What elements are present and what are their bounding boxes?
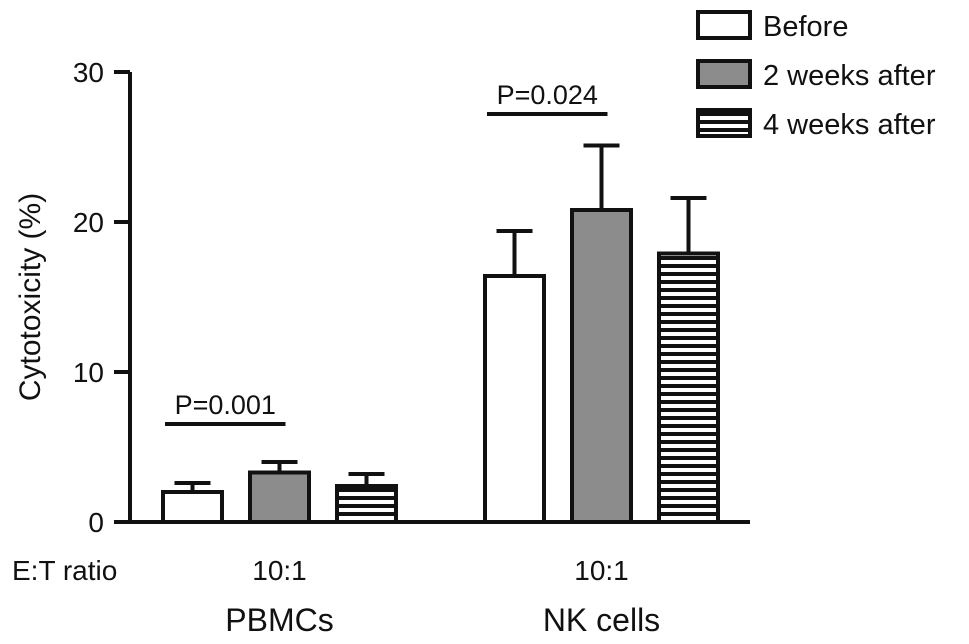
- bar: [483, 274, 546, 524]
- significance-annotations: P=0.001 P=0.024: [165, 80, 608, 426]
- legend-swatch: [696, 10, 752, 40]
- legend-swatch: [696, 108, 752, 138]
- bar: [248, 470, 311, 524]
- legend-swatch: [696, 59, 752, 89]
- legend-label: 4 weeks after: [763, 109, 936, 141]
- p-value-label: P=0.001: [175, 390, 276, 420]
- ratio-label: 10:1: [574, 555, 629, 586]
- x-labels: E:T ratio 10:1 PBMCs 10:1 NK cells: [12, 555, 660, 638]
- legend: Before 2 weeks after 4 weeks after: [696, 10, 936, 141]
- bar: [161, 490, 224, 524]
- bar: [657, 251, 720, 524]
- bars: [161, 208, 720, 524]
- et-ratio-label: E:T ratio: [12, 555, 117, 586]
- ratio-label: 10:1: [252, 555, 307, 586]
- p-value-label: P=0.024: [497, 80, 598, 110]
- axes: 0 10 20 30 Cytotoxicity (%): [14, 57, 750, 538]
- error-bars: [174, 143, 707, 492]
- legend-label: Before: [763, 11, 848, 43]
- y-tick-label: 30: [73, 57, 104, 88]
- legend-label: 2 weeks after: [763, 60, 936, 92]
- group-label: PBMCs: [225, 602, 333, 638]
- group-label: NK cells: [543, 602, 660, 638]
- y-tick-label: 10: [73, 357, 104, 388]
- bar: [335, 484, 398, 524]
- y-tick-label: 0: [88, 507, 104, 538]
- y-tick-label: 20: [73, 207, 104, 238]
- bar: [570, 208, 633, 524]
- y-axis-label: Cytotoxicity (%): [14, 193, 47, 401]
